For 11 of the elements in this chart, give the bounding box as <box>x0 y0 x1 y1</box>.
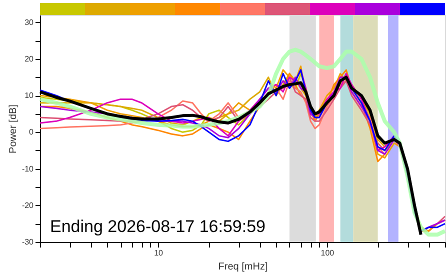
x-tick-label: 100 <box>320 248 335 258</box>
y-tick-label: 20 <box>24 54 34 64</box>
y-tick-label: 30 <box>24 18 34 27</box>
y-tick-label: -30 <box>22 238 34 246</box>
y-tick-label: -10 <box>22 164 34 174</box>
annotation: Ending 2026-08-17 16:59:59 <box>50 217 266 236</box>
y-tick-label: 0 <box>29 128 34 137</box>
y-tick-label: 10 <box>24 91 34 100</box>
y-axis-title: Power [dB] <box>8 104 19 154</box>
x-axis-title: Freq [mHz] <box>218 262 268 272</box>
y-tick-label: -20 <box>22 200 34 210</box>
